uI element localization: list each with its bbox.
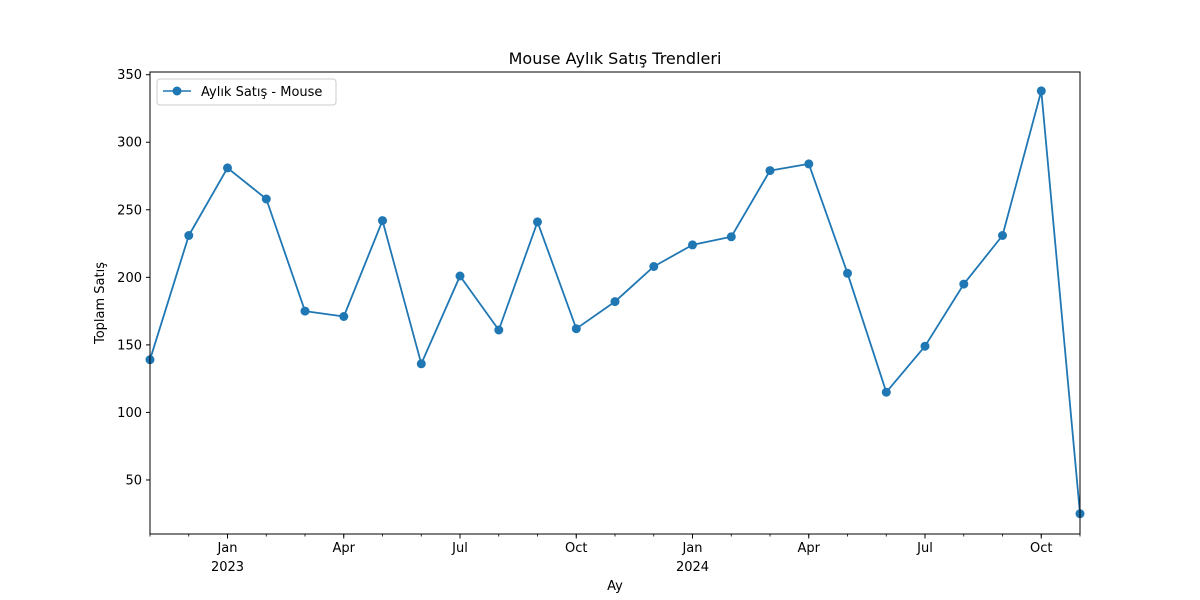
data-point (843, 268, 852, 278)
data-point (223, 163, 232, 173)
x-axis-label: Ay (607, 579, 623, 594)
x-tick-label: Jan (681, 541, 702, 556)
y-tick-label: 50 (125, 473, 142, 488)
y-tick-label: 250 (117, 203, 142, 218)
data-point (416, 359, 426, 369)
data-point (455, 271, 465, 281)
plot-area (145, 86, 1085, 519)
data-point (765, 166, 775, 176)
data-point (998, 231, 1007, 240)
data-point (804, 159, 814, 169)
y-tick-label: 350 (117, 68, 142, 83)
x-tick-label: Jul (916, 541, 933, 556)
data-point (726, 232, 736, 242)
axes: 50 100 150 200 250 300 350 Jan 2023 Apr Jul Oct Jan 2… (117, 68, 1081, 575)
data-point (920, 341, 930, 351)
x-tick-label: Jul (451, 541, 468, 556)
data-point (1036, 86, 1046, 96)
x-tick-year-label: 2023 (211, 560, 244, 575)
y-tick-label: 150 (117, 338, 142, 353)
data-point (881, 387, 891, 397)
data-point (300, 306, 310, 316)
legend-box (156, 78, 337, 106)
data-point (959, 279, 969, 289)
x-tick-label: Jan (216, 541, 237, 556)
legend-entry-label: Aylık Satış - Mouse (201, 85, 322, 100)
y-tick-label: 300 (117, 136, 142, 151)
data-point (610, 297, 620, 307)
data-point (261, 194, 271, 204)
y-axis-label: Toplam Satış (93, 262, 108, 345)
x-tick-label: Oct (565, 541, 587, 556)
x-tick-label: Apr (333, 541, 356, 556)
data-point (688, 240, 697, 250)
data-point (378, 216, 387, 226)
data-point (339, 312, 349, 321)
data-point (571, 324, 581, 334)
legend: Aylık Satış - Mouse (156, 78, 337, 106)
y-tick-label: 100 (117, 406, 142, 421)
data-point (649, 262, 659, 271)
y-tick-label: 200 (117, 271, 142, 286)
x-tick-label: Apr (798, 541, 821, 556)
data-point (494, 325, 504, 335)
data-point (533, 217, 542, 227)
x-tick-label: Oct (1030, 541, 1052, 556)
legend-marker-swatch (172, 86, 182, 96)
data-point (184, 231, 194, 240)
chart-title: Mouse Aylık Satış Trendleri (509, 49, 722, 68)
x-tick-year-label: 2024 (676, 560, 709, 575)
